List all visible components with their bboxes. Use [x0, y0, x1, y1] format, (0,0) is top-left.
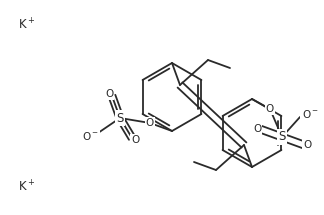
Text: S: S [278, 131, 286, 143]
Text: O: O [105, 89, 113, 99]
Text: O: O [131, 135, 139, 145]
Text: K$^+$: K$^+$ [18, 17, 35, 32]
Text: S: S [278, 131, 286, 143]
Text: O: O [253, 124, 261, 134]
Text: O$^-$: O$^-$ [82, 130, 98, 142]
Text: O: O [253, 124, 261, 134]
Text: S: S [116, 112, 124, 124]
Text: K$^+$: K$^+$ [18, 179, 35, 195]
Text: O: O [105, 89, 113, 99]
Text: O: O [303, 140, 311, 150]
Text: O: O [146, 118, 154, 128]
Text: O: O [303, 140, 311, 150]
Text: S: S [116, 112, 124, 124]
Text: O: O [266, 104, 274, 114]
Text: O: O [131, 135, 139, 145]
Text: O$^-$: O$^-$ [302, 108, 318, 120]
